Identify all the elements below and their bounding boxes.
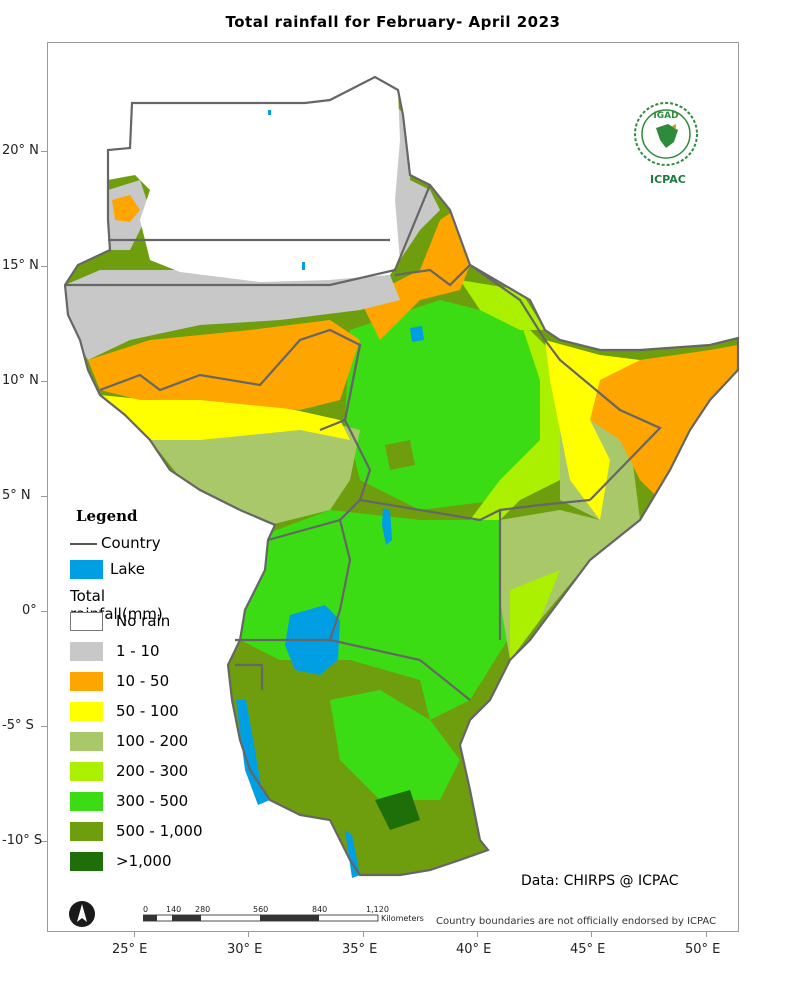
swatch-1-10 (70, 642, 103, 661)
swatch-100-200 (70, 732, 103, 751)
legend-class-500-1000: 500 - 1,000 (70, 822, 290, 844)
legend-country-row: Country (70, 534, 210, 554)
legend-class-10-50: 10 - 50 (70, 672, 290, 694)
north-arrow-icon (69, 901, 95, 927)
label-no-rain: No rain (116, 612, 171, 630)
x-tick-30: 30° E (227, 942, 263, 957)
logo-top-text: IGAD (653, 111, 678, 121)
label-500-1000: 500 - 1,000 (116, 822, 203, 840)
x-tick-50: 50° E (685, 942, 721, 957)
lake-malawi (345, 830, 360, 878)
swatch-10-50 (70, 672, 103, 691)
legend-class-gt-1000: >1,000 (70, 852, 290, 874)
legend-class-300-500: 300 - 500 (70, 792, 290, 814)
x-tick-25: 25° E (112, 942, 148, 957)
logo-bottom-text: ICPAC (650, 173, 686, 186)
scale-tick-280: 280 (195, 905, 211, 914)
legend-class-no-rain: No rain (70, 612, 290, 634)
y-tick-0: 0° (22, 603, 37, 618)
label-1-10: 1 - 10 (116, 642, 160, 660)
country-line-swatch (70, 543, 97, 545)
y-tick-20n: 20° N (2, 143, 39, 158)
y-tick-5s: -5° S (2, 718, 34, 733)
swatch-500-1000 (70, 822, 103, 841)
legend-class-50-100: 50 - 100 (70, 702, 290, 724)
country-boundaries (65, 184, 662, 701)
x-tick-45: 45° E (570, 942, 606, 957)
legend-lake-label: Lake (110, 560, 145, 578)
scale-tick-1120: 1,120 (366, 905, 389, 914)
igad-icpac-logo-icon: IGAD (634, 102, 698, 166)
legend-class-100-200: 100 - 200 (70, 732, 290, 754)
x-tick-35: 35° E (342, 942, 378, 957)
label-300-500: 300 - 500 (116, 792, 189, 810)
y-tick-5n: 5° N (2, 488, 31, 503)
legend-title: Legend (76, 507, 138, 525)
y-tick-10s: -10° S (2, 833, 43, 848)
lake-tanganyika (236, 700, 270, 805)
legend-country-label: Country (101, 534, 161, 552)
map-title: Total rainfall for February- April 2023 (225, 13, 561, 31)
label-200-300: 200 - 300 (116, 762, 189, 780)
y-tick-15n: 15° N (2, 258, 39, 273)
scale-tick-840: 840 (312, 905, 328, 914)
lake-swatch (70, 560, 103, 579)
swatch-50-100 (70, 702, 103, 721)
label-50-100: 50 - 100 (116, 702, 179, 720)
disclaimer: Country boundaries are not officially en… (436, 916, 717, 927)
scale-tick-0: 0 (143, 905, 149, 914)
scale-tick-560: 560 (253, 905, 269, 914)
scale-bar (143, 914, 379, 922)
lake-tana (410, 326, 424, 342)
scale-unit: Kilometers (381, 914, 424, 923)
swatch-200-300 (70, 762, 103, 781)
label-10-50: 10 - 50 (116, 672, 170, 690)
swatch-gt-1000 (70, 852, 103, 871)
legend-class-200-300: 200 - 300 (70, 762, 290, 784)
y-tick-10n: 10° N (2, 373, 39, 388)
swatch-300-500 (70, 792, 103, 811)
lake-turkana (382, 508, 392, 545)
x-tick-40: 40° E (456, 942, 492, 957)
label-100-200: 100 - 200 (116, 732, 189, 750)
label-gt-1000: >1,000 (116, 852, 172, 870)
scale-tick-140: 140 (166, 905, 182, 914)
map-frame (47, 42, 739, 932)
source-text: Data: CHIRPS @ ICPAC (521, 873, 679, 889)
legend-class-1-10: 1 - 10 (70, 642, 290, 664)
swatch-no-rain (70, 612, 103, 631)
